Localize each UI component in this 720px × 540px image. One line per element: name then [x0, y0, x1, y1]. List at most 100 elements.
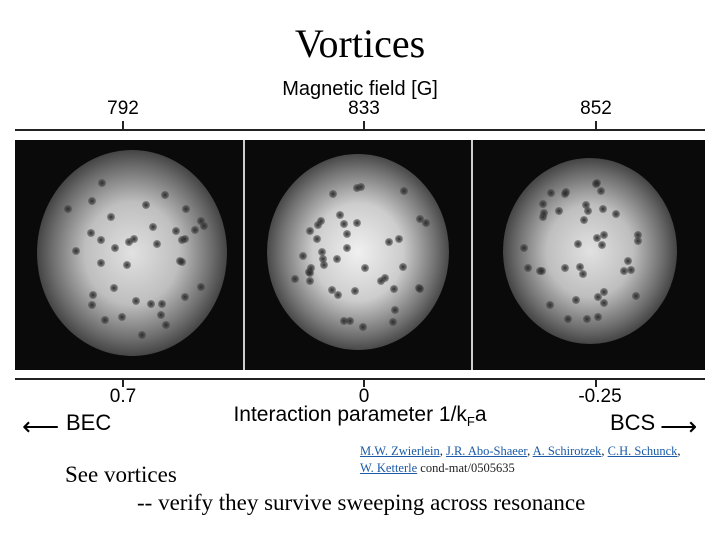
reference-citation: M.W. Zwierlein, J.R. Abo-Shaeer, A. Schi… [360, 443, 690, 477]
bcs-label: BCS [610, 410, 656, 435]
bottom-axis-line [15, 378, 705, 380]
bottom-axis-tick [122, 378, 124, 387]
vortex-core [520, 243, 529, 252]
vortex-core [633, 237, 642, 246]
caption-line-2: -- verify they survive sweeping across r… [137, 490, 586, 515]
vortex-core [593, 234, 602, 243]
vortex-core [599, 205, 608, 214]
vortex-core [320, 260, 329, 269]
vortex-core [352, 218, 361, 227]
vortex-core [196, 217, 205, 226]
vortex-core [318, 248, 327, 257]
author-link[interactable]: A. Schirotzek [532, 444, 602, 458]
atom-cloud [37, 150, 227, 356]
vortex-core [620, 266, 629, 275]
author-separator: , [439, 444, 446, 458]
vortex-core [415, 215, 424, 224]
panel-divider [243, 140, 245, 370]
vortex-core [584, 206, 593, 215]
vortex-core [594, 312, 603, 321]
vortex-core [343, 243, 352, 252]
bottom-tick-label: -0.25 [578, 386, 622, 407]
vortex-core [376, 276, 385, 285]
author-link[interactable]: C.H. Schunck [607, 444, 678, 458]
vortex-core [599, 230, 608, 239]
vortex-core [132, 297, 141, 306]
vortex-core [334, 290, 343, 299]
top-axis-tick [363, 121, 365, 130]
bottom-axis-title: Interaction parameter 1/kFa [233, 403, 487, 430]
vortex-core [313, 234, 322, 243]
vortex-core [123, 261, 132, 270]
vortex-core [335, 210, 344, 219]
author-link[interactable]: J.R. Abo-Shaeer [445, 444, 528, 458]
vortex-core [597, 240, 606, 249]
vortex-core [153, 240, 162, 249]
vortex-core [358, 323, 367, 332]
vortex-core [307, 264, 316, 273]
vortex-core [161, 320, 170, 329]
vortex-core [148, 222, 157, 231]
author-separator: , [527, 444, 533, 458]
vortex-core [593, 292, 602, 301]
vortex-core [97, 259, 106, 268]
vortex-core [546, 301, 555, 309]
vortex-core [89, 290, 98, 299]
reference-source: cond-mat/0505635 [417, 461, 515, 475]
vortex-core [564, 314, 573, 323]
top-tick-label: 792 [107, 98, 139, 119]
vortex-core [306, 227, 315, 236]
vortex-core [399, 263, 408, 272]
vortex-core [540, 209, 549, 218]
vortex-core [582, 200, 590, 209]
vortex-core [181, 234, 190, 243]
vortex-core [572, 295, 581, 304]
vortex-core [316, 217, 325, 226]
arrow-right-icon: ⟶ [660, 411, 698, 441]
vortex-core [157, 310, 166, 319]
vortex-core [181, 293, 190, 302]
vortex-core [98, 179, 107, 188]
vortex-core [160, 191, 169, 200]
bec-label: BEC [66, 410, 112, 435]
vortex-core [87, 301, 96, 310]
vortex-core [593, 178, 602, 187]
vortex-core [350, 286, 359, 295]
vortex-core [197, 283, 206, 292]
author-link[interactable]: W. Ketterle [360, 461, 418, 475]
vortex-core [634, 230, 643, 239]
vortex-core [624, 257, 633, 266]
vortex-panel-bcs [473, 140, 705, 370]
vortex-core [298, 251, 307, 260]
vortex-core [110, 243, 119, 252]
vortex-core [157, 300, 166, 309]
vortex-panel-resonance [245, 140, 471, 370]
vortex-core [106, 212, 115, 221]
vortex-core [361, 264, 370, 272]
vortex-core [124, 238, 133, 247]
vortex-core [579, 270, 588, 279]
top-axis-title: Magnetic field [G] [282, 78, 438, 100]
vortex-core [538, 267, 547, 276]
bottom-axis-tick [595, 378, 597, 387]
vortex-core [318, 255, 327, 264]
vortex-core [399, 186, 408, 195]
vortex-core [381, 274, 390, 283]
bottom-tick-label: 0 [358, 386, 370, 407]
vortex-core [88, 196, 97, 205]
vortex-core [555, 206, 564, 215]
author-link[interactable]: M.W. Zwierlein [360, 444, 440, 458]
vortex-core [339, 317, 348, 326]
vortex-core [71, 246, 80, 255]
vortex-core [612, 210, 621, 219]
vortex-core [342, 229, 351, 238]
vortex-core [100, 315, 109, 324]
vortex-core [96, 236, 105, 245]
bottom-axis-tick [363, 378, 365, 387]
top-axis-line [15, 129, 705, 131]
top-axis-tick [595, 121, 597, 130]
vortex-core [560, 190, 569, 199]
vortex-core [313, 220, 322, 229]
vortex-core [599, 287, 608, 296]
vortex-core [574, 240, 583, 249]
